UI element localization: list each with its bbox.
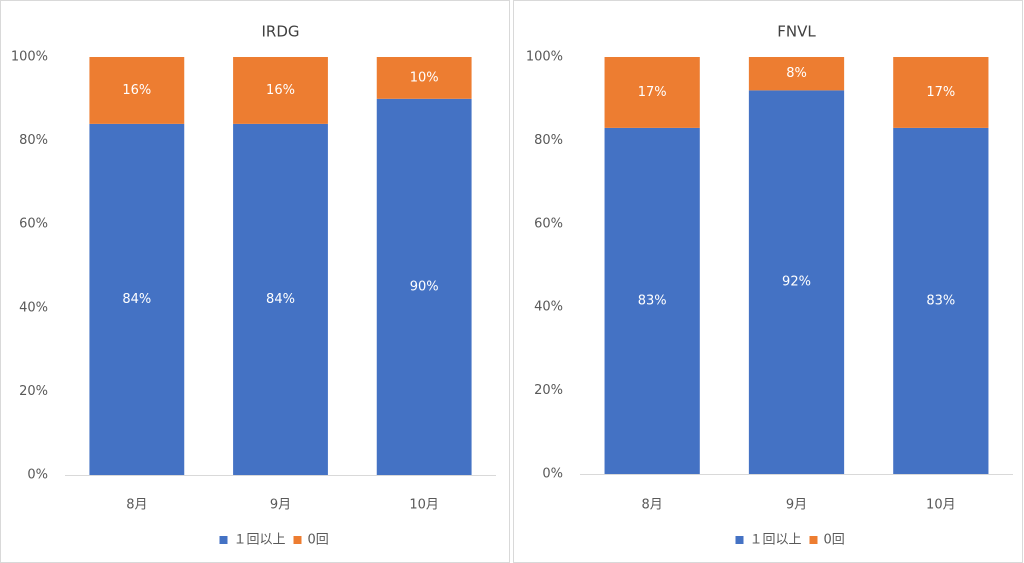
data-label: 17% [638,85,667,100]
legend-label: １回以上 [750,533,802,548]
bar-segment-zero [604,57,700,128]
legend-label: 0回 [824,533,845,548]
bar-segment-one-or-more [604,127,700,474]
bar-segment-zero [376,57,472,99]
y-tick-label: 80% [19,133,48,148]
y-tick-label: 60% [19,217,48,232]
bar-segment-one-or-more [233,123,328,475]
data-label: 16% [122,83,151,98]
data-label: 83% [638,293,667,308]
y-tick-label: 80% [534,133,563,148]
data-label: 16% [266,83,295,98]
bar-segment-one-or-more [893,127,989,474]
bar-segment-zero [89,57,185,124]
chart-title: FNVL [777,23,816,41]
x-tick-label: 8月 [642,498,663,513]
legend-swatch [293,536,302,544]
bar-segment-zero [748,57,845,91]
y-tick-label: 60% [534,216,563,231]
legend-swatch [219,536,228,544]
x-tick-label: 9月 [270,498,291,513]
legend: １回以上 0回 [735,533,845,548]
legend: １回以上 0回 [219,533,329,548]
data-label: 83% [926,293,955,308]
chart-panel-fnvl: FNVL 0% 20% 40% 60% 80% 100% 83% 17% 8月 92% 8% 9月 83%… [513,0,1023,563]
bar-segment-one-or-more [748,90,845,475]
y-tick-label: 100% [526,50,563,65]
chart-title: IRDG [261,23,299,41]
bar-segment-zero [233,57,328,124]
data-label: 10% [410,70,439,85]
chart-fnvl: FNVL 0% 20% 40% 60% 80% 100% 83% 17% 8月 92% 8% 9月 83%… [526,23,1013,548]
data-label: 17% [926,85,955,100]
y-tick-label: 40% [534,300,563,315]
legend-label: １回以上 [234,533,286,548]
data-label: 84% [122,292,151,307]
chart-panel-irdg: IRDG 0% 20% 40% 60% 80% 100% 84% 16% 8月 84% 16% 9月 90… [0,0,510,563]
y-tick-label: 0% [27,468,48,483]
x-tick-label: 10月 [409,498,439,513]
legend-swatch [735,536,744,544]
y-tick-label: 100% [11,50,48,65]
y-tick-label: 20% [19,384,48,399]
x-tick-label: 9月 [786,498,807,513]
bar-segment-one-or-more [89,123,185,475]
data-label: 92% [782,275,811,290]
y-tick-label: 20% [534,383,563,398]
chart-irdg: IRDG 0% 20% 40% 60% 80% 100% 84% 16% 8月 84% 16% 9月 90… [11,23,496,548]
bar-segment-one-or-more [376,98,472,476]
data-label: 90% [410,279,439,294]
data-label: 84% [266,292,295,307]
legend-label: 0回 [308,533,329,548]
y-tick-label: 0% [542,467,563,482]
legend-swatch [809,536,818,544]
x-tick-label: 8月 [126,498,147,513]
data-label: 8% [786,66,807,81]
y-tick-label: 40% [19,300,48,315]
x-tick-label: 10月 [926,498,956,513]
bar-segment-zero [893,57,989,128]
